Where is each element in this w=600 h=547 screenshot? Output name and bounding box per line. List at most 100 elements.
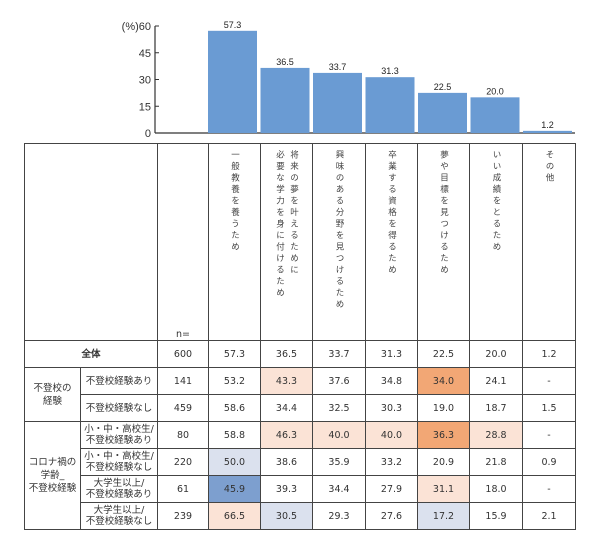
group-label: 不登校の 経験: [24, 367, 81, 422]
value-cell: 43.3: [260, 367, 313, 395]
n-cell: 239: [157, 502, 209, 530]
crosstab-table: n= 一般教養を養うため 将来の夢を叶えるために 必要な学力を身に付けるため 興味のある…: [24, 143, 576, 530]
value-cell: 35.9: [312, 448, 366, 476]
value-cell: 30.3: [365, 394, 418, 422]
value-cell: 40.0: [312, 421, 366, 449]
value-cell: 31.1: [417, 475, 470, 503]
column-header: 興味のある分野を見つけるため: [312, 143, 366, 341]
bar-value-label: 33.7: [329, 62, 347, 72]
bar: [418, 92, 467, 133]
header-row: n= 一般教養を養うため 将来の夢を叶えるために 必要な学力を身に付けるため 興味のある…: [24, 143, 576, 341]
value-cell: 37.6: [312, 367, 366, 395]
group-label: コロナ禍の 学齢_ 不登校経験: [24, 421, 81, 530]
column-header: その他: [522, 143, 576, 341]
value-cell: 29.3: [312, 502, 366, 530]
value-cell: 21.8: [469, 448, 523, 476]
value-cell: 58.8: [208, 421, 261, 449]
value-cell: 46.3: [260, 421, 313, 449]
row-label: 大学生以上/不登校経験なし: [80, 502, 158, 530]
value-cell: 0.9: [522, 448, 576, 476]
n-cell: 600: [157, 340, 209, 368]
column-header-text: 夢や目標を見つけるため: [438, 150, 449, 277]
value-cell: 50.0: [208, 448, 261, 476]
value-cell: 20.0: [469, 340, 523, 368]
value-cell: 28.8: [469, 421, 523, 449]
bar-value-label: 31.3: [381, 66, 399, 76]
column-header: 卒業する資格を得るため: [365, 143, 418, 341]
n-cell: 80: [157, 421, 209, 449]
value-cell: 1.2: [522, 340, 576, 368]
value-cell: 20.9: [417, 448, 470, 476]
row-label: 大学生以上/不登校経験あり: [80, 475, 158, 503]
column-header: 将来の夢を叶えるために 必要な学力を身に付けるため: [260, 143, 313, 341]
value-cell: 22.5: [417, 340, 470, 368]
bar-value-label: 20.0: [486, 86, 504, 96]
y-tick-label: 15: [139, 101, 151, 113]
value-cell: 30.5: [260, 502, 313, 530]
y-tick-label: 45: [139, 48, 151, 60]
column-header-text: その他: [544, 150, 554, 185]
value-cell: 33.2: [365, 448, 418, 476]
bar-value-label: 57.3: [224, 20, 242, 30]
n-header: n=: [157, 143, 209, 341]
value-cell: 40.0: [365, 421, 418, 449]
table-row: 大学生以上/不登校経験なし 239 66.5 30.5 29.3 27.6 17.2 15.9…: [25, 502, 576, 530]
n-cell: 459: [157, 394, 209, 422]
row-label: 全体: [24, 340, 158, 368]
value-cell: 18.7: [469, 394, 523, 422]
value-cell: -: [522, 421, 576, 449]
value-cell: 34.4: [312, 475, 366, 503]
bar: [523, 130, 572, 133]
value-cell: 15.9: [469, 502, 523, 530]
value-cell: 53.2: [208, 367, 261, 395]
value-cell: 24.1: [469, 367, 523, 395]
bar-value-label: 36.5: [276, 57, 294, 67]
y-tick-label: 30: [139, 75, 151, 87]
bar-value-label: 1.2: [541, 120, 554, 130]
row-label: 小・中・高校生/不登校経験なし: [80, 448, 158, 476]
table-row-total: 全体 600 57.3 36.5 33.7 31.3 22.5 20.0 1.2: [24, 340, 576, 368]
value-cell: 58.6: [208, 394, 261, 422]
table-row: 不登校の 経験 不登校経験あり 141 53.2 43.3 37.6 34.8 34.0 24.1…: [24, 367, 576, 422]
value-cell: 57.3: [208, 340, 261, 368]
column-header: 夢や目標を見つけるため: [417, 143, 470, 341]
value-cell: 38.6: [260, 448, 313, 476]
column-header-text: いい成績をとるため: [491, 150, 501, 254]
value-cell: 36.5: [260, 340, 313, 368]
value-cell: 1.5: [522, 394, 576, 422]
column-header-text: 卒業する資格を得るため: [386, 150, 397, 277]
value-cell: 32.5: [312, 394, 366, 422]
bar: [313, 72, 362, 133]
table-row: コロナ禍の 学齢_ 不登校経験 小・中・高校生/不登校経験あり 80 58.8 46.3 40…: [24, 421, 576, 530]
n-cell: 220: [157, 448, 209, 476]
value-cell: 27.6: [365, 502, 418, 530]
value-cell: 18.0: [469, 475, 523, 503]
y-tick-label: (%)60: [122, 21, 151, 33]
bar: [208, 30, 257, 133]
value-cell: 34.0: [417, 367, 470, 395]
value-cell: 45.9: [208, 475, 261, 503]
value-cell: 31.3: [365, 340, 418, 368]
value-cell: 36.3: [417, 421, 470, 449]
value-cell: 27.9: [365, 475, 418, 503]
table-row: 大学生以上/不登校経験あり 61 45.9 39.3 34.4 27.9 31.1 18.0-: [25, 475, 576, 503]
column-header: いい成績をとるため: [469, 143, 523, 341]
value-cell: 19.0: [417, 394, 470, 422]
row-label: 不登校経験なし: [80, 394, 158, 422]
column-header: 一般教養を養うため: [208, 143, 261, 341]
bar-chart: 0 15 30 45 (%)60 57.3 36.5 33.7 31.3 22.5 20.0 1.2: [122, 20, 575, 140]
value-cell: 66.5: [208, 502, 261, 530]
header-blank: [24, 143, 158, 341]
y-tick-label: 0: [145, 128, 151, 140]
column-header-text: 一般教養を養うため: [229, 150, 240, 254]
row-label: 小・中・高校生/不登校経験あり: [80, 421, 158, 449]
table-row: 小・中・高校生/不登校経験なし 220 50.0 38.6 35.9 33.2 20.9 21…: [25, 448, 576, 476]
value-cell: 33.7: [312, 340, 366, 368]
value-cell: -: [522, 367, 576, 395]
table-row: 不登校経験なし 459 58.6 34.4 32.5 30.3 19.0 18.7 1.5: [25, 394, 576, 422]
bar: [260, 67, 310, 133]
value-cell: 17.2: [417, 502, 470, 530]
value-cell: 39.3: [260, 475, 313, 503]
column-header-text: 将来の夢を叶えるために 必要な学力を身に付けるため: [274, 150, 299, 300]
n-cell: 141: [157, 367, 209, 395]
